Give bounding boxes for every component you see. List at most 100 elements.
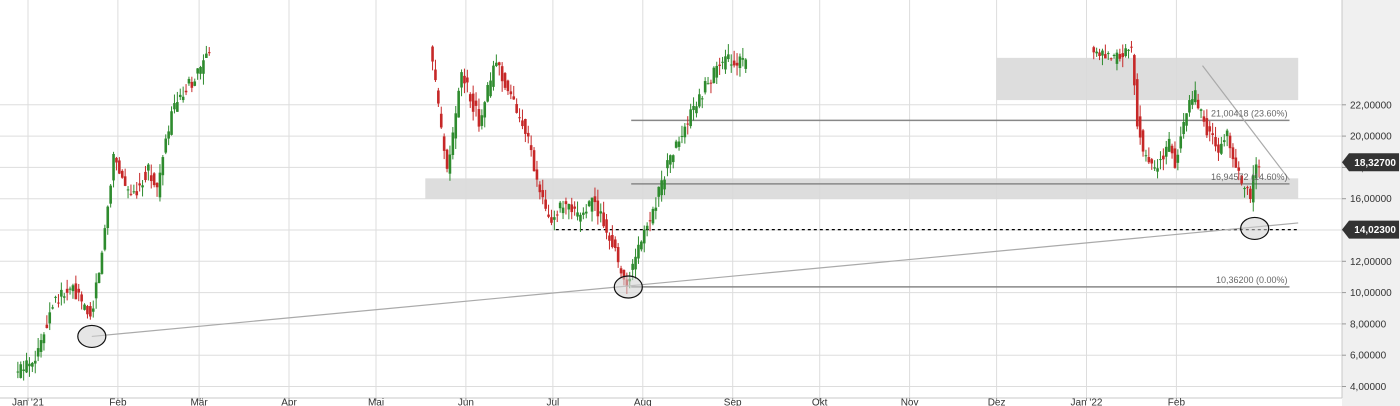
candle xyxy=(567,203,571,220)
candle xyxy=(698,88,701,109)
candle-body xyxy=(468,94,472,102)
candle xyxy=(457,87,460,118)
y-axis-panel[interactable] xyxy=(1342,0,1400,406)
candle-body xyxy=(1243,188,1246,190)
candle xyxy=(671,154,675,169)
candle-body xyxy=(161,157,165,176)
candle-body xyxy=(132,191,136,193)
candle xyxy=(483,100,487,128)
candle-body xyxy=(576,212,579,217)
candle xyxy=(538,181,542,200)
y-tick-label-8: 8,00000 xyxy=(1350,319,1387,330)
candle xyxy=(1141,128,1145,157)
candle-body xyxy=(1231,147,1235,160)
candle-body xyxy=(677,141,681,147)
candle xyxy=(181,86,185,103)
candle-body xyxy=(669,155,672,165)
candle xyxy=(152,172,156,188)
candle xyxy=(1199,108,1203,119)
candle-body xyxy=(144,171,147,181)
candle xyxy=(60,282,63,306)
candle xyxy=(187,76,191,86)
candle xyxy=(89,302,92,320)
candle-body xyxy=(181,96,185,101)
candle xyxy=(144,165,147,183)
candle-body xyxy=(152,173,156,186)
candle xyxy=(1237,161,1241,181)
candle xyxy=(170,106,173,136)
candle xyxy=(674,139,678,149)
candle xyxy=(138,172,141,192)
candle xyxy=(205,45,208,59)
candle xyxy=(1188,95,1191,117)
candle-body xyxy=(1127,49,1130,51)
candle xyxy=(619,265,623,278)
candle xyxy=(158,164,162,202)
candle xyxy=(602,201,605,228)
candle-body xyxy=(660,180,663,196)
candle xyxy=(1251,165,1255,212)
candle xyxy=(51,304,54,310)
zone-1 xyxy=(996,57,1299,101)
candle xyxy=(500,62,504,92)
candle-body xyxy=(1225,130,1229,137)
candle xyxy=(642,225,646,253)
candle xyxy=(666,153,669,177)
candle-body xyxy=(51,307,54,309)
candle xyxy=(147,163,150,181)
candle-body xyxy=(1202,116,1206,122)
candle-body xyxy=(77,288,81,293)
candle xyxy=(1095,47,1098,57)
candle xyxy=(596,189,600,225)
candle-body xyxy=(109,185,112,204)
candle-body xyxy=(695,106,698,114)
candle-body xyxy=(553,217,556,220)
candle-body xyxy=(474,100,478,106)
candle xyxy=(19,361,23,379)
candle-body xyxy=(466,77,469,83)
candle xyxy=(1147,147,1151,165)
candle-body xyxy=(680,135,684,137)
candle xyxy=(454,105,458,149)
fibonacci-levels xyxy=(555,119,1299,288)
candle xyxy=(1106,51,1110,60)
candle-body xyxy=(91,308,95,312)
candle xyxy=(74,275,78,300)
candle xyxy=(555,210,559,223)
candle-body xyxy=(651,208,655,224)
candle xyxy=(558,200,562,213)
candle-body xyxy=(724,56,727,70)
candle-body xyxy=(526,132,530,137)
candle xyxy=(167,125,170,146)
level-label-fib-14-6: 16,94572 (14.60%) xyxy=(1211,172,1288,182)
candle xyxy=(660,170,663,202)
candle-body xyxy=(1257,166,1261,168)
candle-body xyxy=(657,186,661,197)
candle xyxy=(1191,90,1194,110)
candle xyxy=(1112,53,1116,59)
candle xyxy=(1115,49,1119,71)
badge-shape-current-price xyxy=(1342,153,1399,172)
x-tick-label-0: Jan '21 xyxy=(12,397,44,406)
candle xyxy=(451,127,455,160)
candle xyxy=(541,179,545,205)
candle xyxy=(651,206,655,226)
candle-body xyxy=(1104,54,1107,59)
candle-body xyxy=(602,212,605,227)
candle-body xyxy=(445,149,449,169)
candle-body xyxy=(103,228,107,250)
candle xyxy=(155,182,159,197)
candle-body xyxy=(83,304,86,310)
y-tick-label-4: 4,00000 xyxy=(1350,382,1387,393)
candle-body xyxy=(732,60,736,66)
x-tick-label-3: Apr xyxy=(281,397,297,406)
candle-body xyxy=(1121,53,1125,58)
candle xyxy=(509,84,513,100)
candle-body xyxy=(460,72,463,88)
marker-circle-low-jul-21 xyxy=(613,275,643,299)
x-tick-label-6: Jul xyxy=(547,397,560,406)
candle xyxy=(103,224,107,252)
candle-body xyxy=(199,66,202,74)
